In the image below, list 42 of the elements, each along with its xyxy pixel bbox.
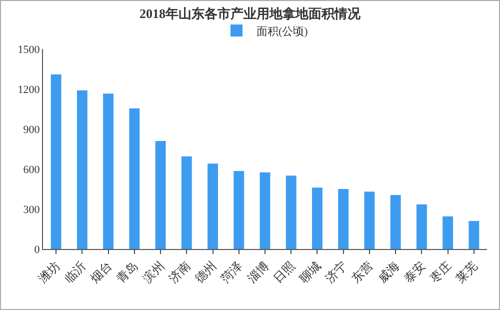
- bar: [155, 141, 166, 249]
- bar: [286, 176, 296, 249]
- y-tick-label: 0: [34, 244, 40, 256]
- x-tick-label: 临沂: [62, 258, 89, 286]
- x-tick-label: 莱芜: [453, 258, 480, 286]
- x-tick-label: 德州: [192, 258, 220, 286]
- bar: [76, 90, 88, 249]
- x-tick-label: 菏泽: [218, 258, 246, 286]
- bar: [338, 189, 349, 249]
- bar: [181, 156, 192, 249]
- x-tick-label: 潍坊: [36, 258, 62, 286]
- x-tick-label: 泰安: [401, 258, 428, 286]
- bar: [390, 195, 401, 249]
- bar: [416, 204, 427, 249]
- bar: [50, 74, 62, 249]
- chart-title: 2018年山东各市产业用地拿地面积情况: [140, 6, 362, 21]
- y-tick-label: 1500: [18, 44, 40, 56]
- bar: [468, 221, 480, 249]
- bar: [364, 192, 375, 249]
- bar: [234, 171, 244, 249]
- x-tick-label: 威海: [375, 258, 402, 286]
- x-tick-label: 济宁: [322, 258, 350, 286]
- x-tick-label: 济南: [166, 258, 194, 286]
- x-tick-label: 烟台: [88, 258, 115, 286]
- legend-label: 面积(公顷): [256, 26, 308, 38]
- bar: [312, 188, 322, 249]
- bar: [103, 94, 114, 249]
- bar: [442, 216, 454, 249]
- y-tick-label: 300: [23, 204, 40, 216]
- x-tick-label: 枣庄: [427, 258, 454, 286]
- y-tick-label: 1200: [18, 84, 40, 96]
- y-tick-label: 900: [23, 124, 40, 136]
- x-tick-label: 滨州: [140, 258, 167, 286]
- y-tick-label: 600: [23, 164, 40, 176]
- bar: [208, 164, 218, 249]
- x-tick-label: 聊城: [296, 258, 324, 286]
- x-tick-label: 淄博: [244, 258, 272, 286]
- bar: [260, 172, 270, 249]
- x-tick-label: 日照: [270, 258, 298, 286]
- x-tick-label: 青岛: [114, 258, 141, 286]
- x-tick-label: 东营: [348, 258, 376, 286]
- bar: [129, 108, 140, 249]
